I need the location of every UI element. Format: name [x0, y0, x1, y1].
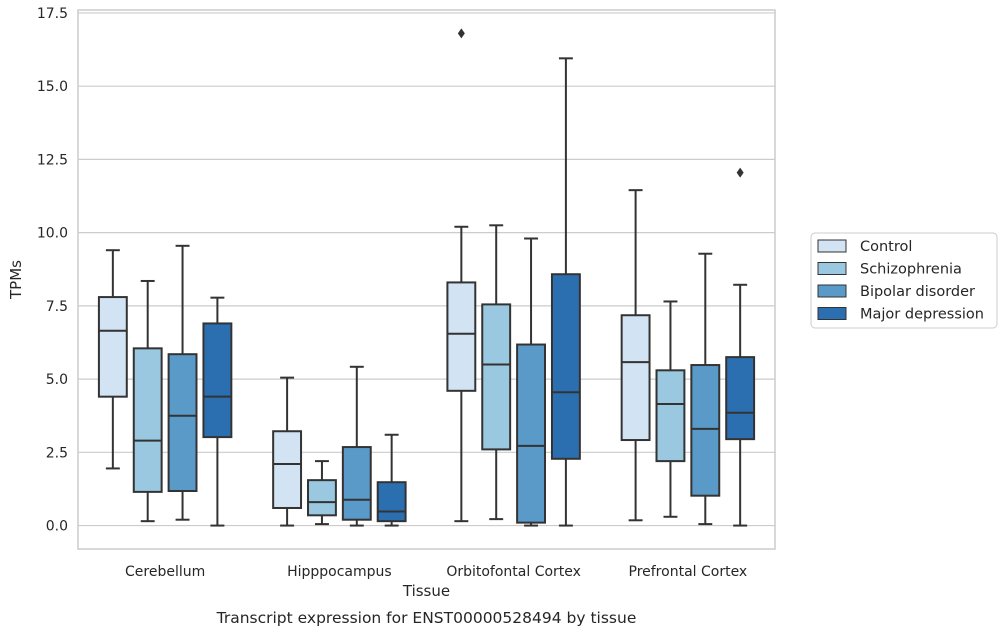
y-tick-labels: 0.0 2.5 5.0 7.5 10.0 12.5 15.0 17.5 [37, 6, 68, 535]
legend-item: Control [817, 239, 912, 255]
box-3-2 [690, 252, 721, 526]
box-iqr [341, 446, 372, 521]
box-1-3 [376, 433, 407, 527]
legend-swatch [817, 262, 847, 275]
y-tick-label: 7.5 [46, 299, 68, 315]
x-tick-label: Orbitofontal Cortex [446, 564, 581, 580]
box-iqr [272, 430, 303, 509]
plot-frame [77, 9, 776, 550]
legend-item: Bipolar disorder [817, 284, 975, 300]
x-tick-labels: Cerebellum Hipppocampus Orbitofontal Corte… [125, 564, 747, 580]
box-2-2 [516, 237, 546, 527]
box-iqr [446, 281, 477, 392]
legend-label: Major depression [860, 307, 984, 323]
y-axis-label: TPMs [7, 260, 25, 300]
x-tick-label: Hipppocampus [287, 564, 392, 580]
box-0-1 [132, 279, 163, 523]
y-tick-label: 17.5 [37, 6, 68, 22]
legend-item: Major depression [817, 307, 984, 323]
y-tick-label: 12.5 [37, 152, 68, 168]
box-0-3 [202, 296, 233, 527]
box-iqr [516, 343, 546, 524]
legend-swatch [817, 307, 847, 320]
legend-box [810, 232, 998, 329]
y-tick-label: 10.0 [37, 226, 68, 242]
box-iqr [132, 347, 163, 493]
box-1-0 [272, 376, 303, 527]
x-tick-label: Cerebellum [125, 564, 205, 580]
box-3-0 [620, 189, 651, 522]
box-1-1 [307, 460, 337, 526]
box-iqr [376, 481, 407, 523]
box-iqr [202, 322, 233, 439]
y-tick-label: 0.0 [46, 519, 68, 535]
y-tick-label: 15.0 [37, 79, 68, 95]
legend-swatch [817, 239, 847, 253]
chart-caption: Transcript expression for ENST0000052849… [216, 609, 637, 627]
box-2-0 [446, 28, 477, 523]
box-0-2 [167, 244, 198, 521]
box-iqr [167, 353, 198, 492]
box-iqr [97, 296, 128, 398]
box-iqr [550, 273, 581, 460]
legend-label: Control [860, 239, 912, 255]
box-series [97, 28, 756, 527]
y-tick-label: 2.5 [46, 445, 68, 461]
legend-label: Schizophrenia [860, 262, 962, 278]
legend: Control Schizophrenia Bipolar disorder Majo… [810, 232, 998, 329]
legend-label: Bipolar disorder [860, 284, 975, 300]
box-3-1 [655, 300, 686, 518]
box-1-2 [341, 365, 372, 527]
box-3-3 [725, 167, 756, 527]
box-iqr [655, 369, 686, 463]
box-iqr [690, 364, 721, 497]
box-2-1 [481, 224, 512, 521]
y-tick-label: 5.0 [46, 372, 68, 388]
box-iqr [481, 303, 512, 451]
x-axis-label: Tissue [402, 582, 450, 600]
box-0-0 [97, 249, 128, 470]
x-tick-label: Prefrontal Cortex [629, 564, 748, 580]
box-iqr [620, 314, 651, 442]
outlier-point [457, 28, 465, 39]
box-2-3 [550, 57, 581, 527]
box-iqr [725, 356, 756, 441]
box-iqr [307, 479, 337, 517]
legend-swatch [817, 284, 847, 298]
outlier-point [736, 167, 744, 178]
legend-item: Schizophrenia [817, 262, 962, 278]
